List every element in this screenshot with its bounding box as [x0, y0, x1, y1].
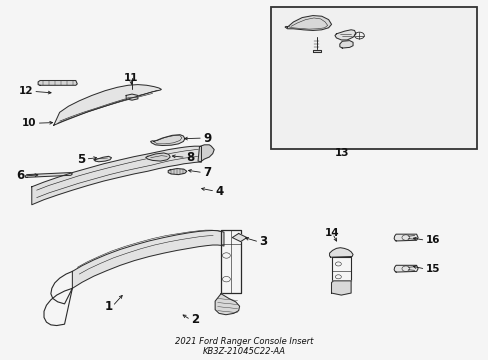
Text: 14: 14 [325, 229, 339, 238]
Text: 11: 11 [123, 73, 138, 83]
Polygon shape [198, 145, 214, 162]
Text: 13: 13 [334, 148, 349, 158]
Polygon shape [32, 146, 201, 205]
Polygon shape [331, 281, 350, 295]
Text: 15: 15 [425, 264, 439, 274]
Polygon shape [145, 153, 170, 161]
Text: 2: 2 [190, 313, 199, 326]
Polygon shape [285, 15, 331, 31]
Text: 4: 4 [215, 185, 223, 198]
Text: 6: 6 [16, 170, 24, 183]
Polygon shape [215, 294, 239, 315]
Bar [271, 7, 476, 149]
Text: 12: 12 [19, 86, 33, 96]
Polygon shape [232, 234, 246, 242]
Text: 10: 10 [22, 118, 37, 128]
Text: 9: 9 [203, 131, 211, 145]
Polygon shape [339, 41, 352, 48]
Polygon shape [150, 135, 184, 145]
Polygon shape [393, 234, 417, 241]
Polygon shape [312, 50, 320, 52]
Polygon shape [38, 81, 77, 85]
Text: 1: 1 [104, 300, 112, 313]
Polygon shape [72, 230, 224, 288]
Text: 8: 8 [185, 151, 194, 164]
Text: 3: 3 [259, 235, 267, 248]
Polygon shape [94, 156, 111, 162]
Polygon shape [126, 94, 138, 100]
Polygon shape [329, 248, 352, 257]
Polygon shape [393, 265, 417, 272]
Polygon shape [334, 30, 355, 40]
Text: 16: 16 [425, 235, 439, 245]
Text: 2021 Ford Ranger Console Insert
KB3Z-21045C22-AA: 2021 Ford Ranger Console Insert KB3Z-210… [175, 337, 313, 356]
Polygon shape [168, 168, 186, 175]
Polygon shape [54, 85, 161, 125]
Text: 7: 7 [203, 166, 211, 179]
Polygon shape [25, 172, 72, 177]
Text: 5: 5 [77, 153, 85, 166]
